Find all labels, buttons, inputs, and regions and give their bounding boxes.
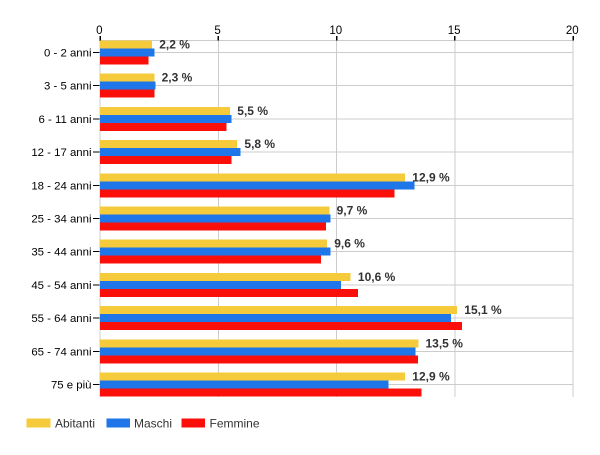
svg-text:20: 20 (566, 25, 579, 37)
svg-text:5,8 %: 5,8 % (244, 137, 275, 151)
svg-text:75 e più: 75 e più (51, 380, 92, 392)
svg-text:Abitanti: Abitanti (55, 417, 95, 431)
svg-text:6 - 11 anni: 6 - 11 anni (39, 114, 92, 126)
svg-text:45 - 54 anni: 45 - 54 anni (31, 280, 91, 292)
svg-text:15,1 %: 15,1 % (464, 303, 502, 317)
svg-text:0 - 2 anni: 0 - 2 anni (44, 48, 92, 60)
svg-text:9,6 %: 9,6 % (334, 237, 365, 251)
svg-text:12 - 17 anni: 12 - 17 anni (31, 147, 91, 159)
svg-text:35 - 44 anni: 35 - 44 anni (31, 247, 91, 259)
svg-text:65 - 74 anni: 65 - 74 anni (31, 346, 91, 358)
svg-text:55 - 64 anni: 55 - 64 anni (31, 313, 91, 325)
svg-text:Femmine: Femmine (210, 417, 260, 431)
svg-text:3 - 5 anni: 3 - 5 anni (44, 81, 92, 93)
svg-text:9,7 %: 9,7 % (337, 204, 368, 218)
svg-text:2,3 %: 2,3 % (162, 71, 193, 85)
svg-text:2,2 %: 2,2 % (159, 38, 190, 52)
svg-text:12,9 %: 12,9 % (412, 370, 450, 384)
svg-text:Maschi: Maschi (134, 417, 172, 431)
svg-text:18 - 24 anni: 18 - 24 anni (31, 180, 91, 192)
svg-text:10: 10 (329, 25, 342, 37)
svg-text:13,5 %: 13,5 % (426, 336, 464, 350)
svg-text:15: 15 (448, 25, 461, 37)
svg-text:5,5 %: 5,5 % (237, 104, 268, 118)
svg-text:5: 5 (214, 25, 220, 37)
svg-text:10,6 %: 10,6 % (358, 270, 396, 284)
svg-text:0: 0 (96, 25, 102, 37)
svg-text:25 - 34 anni: 25 - 34 anni (31, 214, 91, 226)
svg-text:12,9 %: 12,9 % (412, 170, 450, 184)
